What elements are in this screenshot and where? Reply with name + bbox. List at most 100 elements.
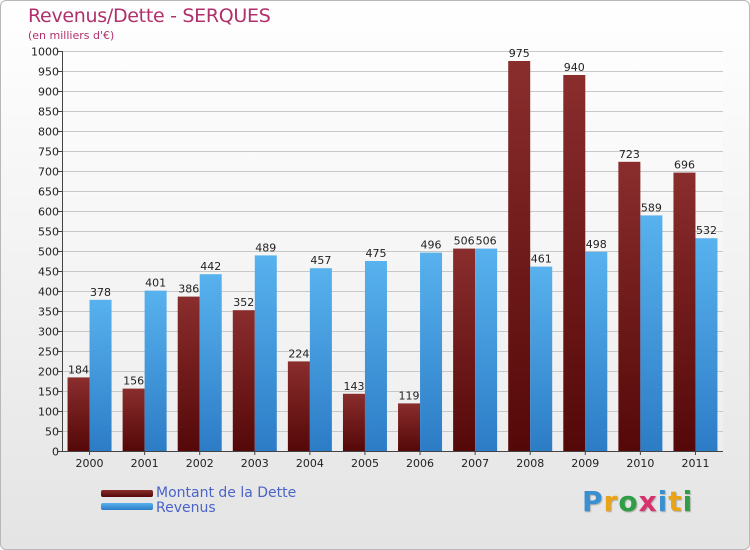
x-tick-label: 2001	[131, 457, 159, 470]
bar-dette	[453, 248, 476, 451]
bar-dette	[673, 172, 696, 451]
y-tick-label: 750	[38, 146, 59, 159]
y-tick-label: 0	[52, 446, 59, 459]
data-label-dette: 975	[509, 47, 530, 60]
data-label-revenus: 378	[90, 286, 111, 299]
legend-label-revenus: Revenus	[156, 500, 216, 516]
data-label-revenus: 589	[641, 201, 662, 214]
data-label-revenus: 489	[255, 241, 276, 254]
bar-dette	[563, 75, 586, 451]
bar-dette	[508, 61, 531, 451]
y-tick-label: 300	[38, 326, 59, 339]
data-label-dette: 386	[178, 283, 199, 296]
bar-revenus	[640, 215, 663, 451]
grid	[62, 51, 723, 452]
y-tick-label: 550	[38, 226, 59, 239]
y-tick-label: 400	[38, 286, 59, 299]
x-tick-label: 2009	[571, 457, 599, 470]
data-label-dette: 352	[233, 296, 254, 309]
logo-letter: i	[657, 485, 669, 518]
bar-revenus	[475, 248, 498, 451]
y-tick-label: 350	[38, 306, 59, 319]
y-tick-label: 50	[45, 426, 59, 439]
bar-revenus	[530, 266, 553, 451]
x-tick-label: 2004	[296, 457, 324, 470]
bar-dette	[177, 296, 200, 451]
x-tick-label: 2010	[626, 457, 654, 470]
x-tick-label: 2003	[241, 457, 269, 470]
data-label-revenus: 475	[365, 247, 386, 260]
data-label-dette: 723	[619, 148, 640, 161]
x-tick-label: 2006	[406, 457, 434, 470]
bar-dette	[342, 393, 365, 451]
x-tick-label: 2007	[461, 457, 489, 470]
data-label-revenus: 457	[310, 254, 331, 267]
logo-letter: r	[603, 485, 619, 518]
bar-revenus	[144, 290, 167, 451]
data-label-revenus: 442	[200, 260, 221, 273]
y-tick-label: 600	[38, 206, 59, 219]
data-label-revenus: 532	[696, 224, 717, 237]
x-tick-label: 2005	[351, 457, 379, 470]
data-label-revenus: 461	[531, 253, 552, 266]
y-tick-label: 450	[38, 266, 59, 279]
data-label-dette: 224	[288, 347, 309, 360]
logo-letter: x	[638, 485, 658, 518]
data-label-dette: 156	[123, 375, 144, 388]
y-tick-label: 850	[38, 106, 59, 119]
data-label-dette: 696	[674, 159, 695, 172]
data-label-dette: 506	[454, 235, 475, 248]
y-tick-label: 800	[38, 126, 59, 139]
y-tick-label: 900	[38, 86, 59, 99]
bars	[67, 61, 718, 452]
data-label-revenus: 506	[476, 235, 497, 248]
x-tick-label: 2011	[681, 457, 709, 470]
bar-revenus	[695, 238, 718, 451]
bar-dette	[287, 361, 310, 451]
bar-dette	[232, 310, 255, 451]
y-tick-label: 500	[38, 246, 59, 259]
x-tick-label: 2002	[186, 457, 214, 470]
logo-letter: P	[582, 485, 604, 518]
legend-swatch-revenus	[101, 503, 153, 510]
y-tick-label: 200	[38, 366, 59, 379]
data-label-revenus: 496	[421, 239, 442, 252]
y-tick-label: 650	[38, 186, 59, 199]
bar-chart: 0 50 100 150 200 250 300 350 400 450 500 550 600 650 7…	[31, 46, 723, 470]
logo-letter: o	[618, 485, 639, 518]
data-label-revenus: 498	[586, 238, 607, 251]
bar-dette	[398, 403, 421, 451]
bar-revenus	[89, 299, 112, 451]
logo-letter: i	[682, 485, 694, 518]
y-tick-label: 700	[38, 166, 59, 179]
y-tick-label: 950	[38, 66, 59, 79]
data-label-revenus: 401	[145, 277, 166, 290]
data-label-dette: 119	[399, 389, 420, 402]
y-tick-label: 150	[38, 386, 59, 399]
legend-swatch-dette	[101, 490, 153, 497]
bar-dette	[122, 388, 145, 451]
y-tick-label: 100	[38, 406, 59, 419]
bar-dette	[67, 377, 90, 451]
data-label-dette: 184	[68, 363, 89, 376]
bar-revenus	[364, 261, 387, 451]
bar-revenus	[420, 252, 443, 451]
bar-revenus	[309, 268, 332, 451]
y-tick-label: 1000	[31, 46, 59, 59]
legend-label-dette: Montant de la Dette	[156, 485, 297, 501]
y-tick-label: 250	[38, 346, 59, 359]
data-label-dette: 143	[343, 380, 364, 393]
y-axis: 0 50 100 150 200 250 300 350 400 450 500 550 600 650 7…	[31, 46, 63, 459]
x-tick-label: 2000	[76, 457, 104, 470]
bar-revenus	[199, 274, 222, 451]
bar-revenus	[585, 251, 608, 451]
chart-title: Revenus/Dette - SERQUES	[28, 5, 271, 27]
bar-dette	[618, 161, 641, 452]
chart-subtitle: (en milliers d'€)	[28, 29, 115, 42]
bar-revenus	[254, 255, 277, 451]
logo-letter: t	[668, 485, 683, 518]
x-axis: 2000 2001 2002 2003 2004 2005 2006 2007 2008 2009…	[62, 451, 723, 470]
x-tick-label: 2008	[516, 457, 544, 470]
